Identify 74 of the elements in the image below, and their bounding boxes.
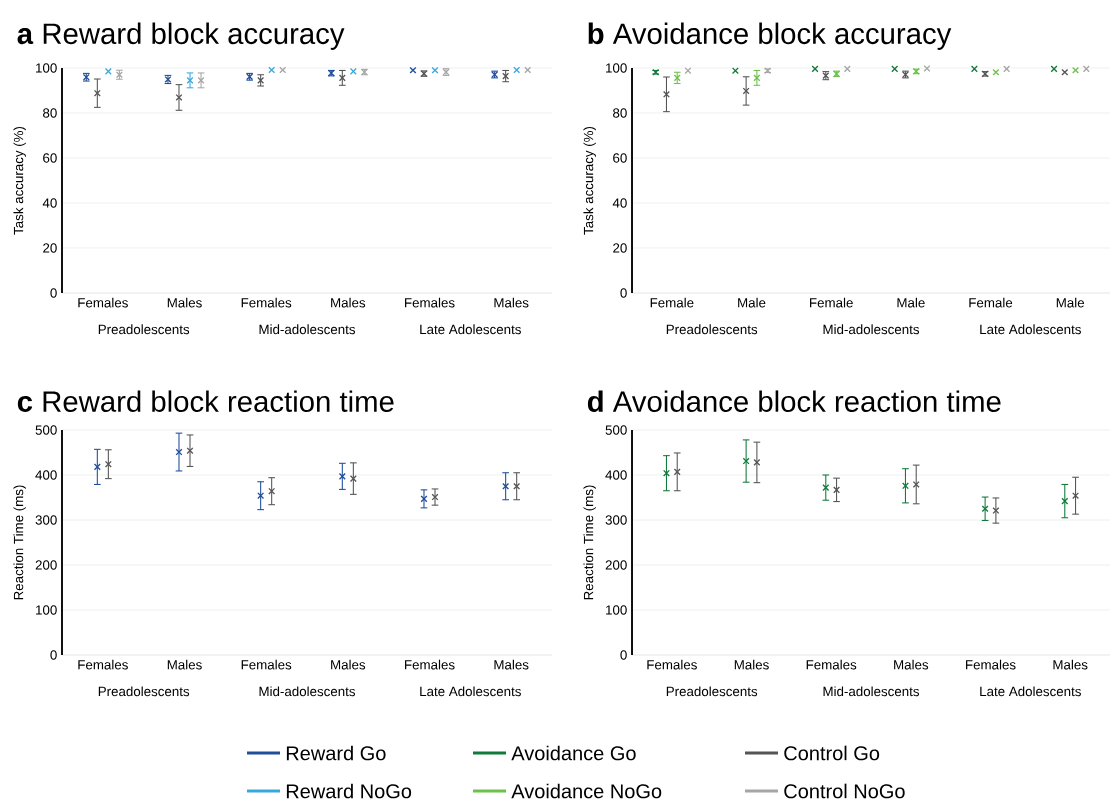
text: Mid-adolescents: [823, 324, 920, 335]
y-tick-label: 80: [43, 108, 57, 118]
y-tick-label: 20: [43, 243, 57, 253]
y-tick-label: 400: [605, 470, 627, 480]
y-tick-label: 500: [35, 425, 57, 435]
x-tick-label: Females: [241, 659, 292, 670]
text: Preadolescents: [666, 324, 758, 335]
x-tick-label: Females: [78, 659, 128, 670]
x-tick-label: Female: [810, 297, 853, 308]
y-tick-label: 200: [605, 560, 627, 570]
y-tick-label: 400: [35, 470, 57, 480]
x-tick-label: Females: [241, 297, 292, 308]
x-tick-label: Males: [494, 297, 529, 308]
text: Late Adolescents: [420, 686, 521, 697]
x-tick-label: Females: [405, 659, 455, 670]
x-tick-label: Male: [897, 297, 925, 308]
x-tick-label: Male: [1056, 297, 1085, 308]
y-tick-label: 0: [50, 288, 57, 298]
y-tick-label: 60: [43, 153, 57, 163]
y-tick-label: 300: [605, 515, 627, 525]
y-tick-label: 100: [606, 605, 627, 615]
x-tick-label: Males: [331, 297, 366, 308]
y-tick-label: 40: [612, 198, 627, 208]
y-axis-title: Reaction Time (ms): [13, 485, 26, 600]
x-tick-label: Males: [331, 659, 366, 670]
y-tick-label: 0: [620, 650, 627, 660]
x-tick-label: Males: [167, 297, 202, 308]
text: Mid-adolescents: [259, 324, 356, 335]
text: Preadolescents: [666, 686, 758, 697]
y-tick-label: 20: [613, 243, 627, 253]
y-tick-label: 300: [35, 515, 57, 525]
y-axis-title: Reaction Time (ms): [583, 485, 596, 600]
y-tick-label: 40: [42, 198, 57, 208]
x-tick-label: Female: [650, 297, 694, 308]
chart-title: b Avoidance block accuracy: [588, 22, 952, 50]
x-tick-label: Females: [405, 297, 455, 308]
y-tick-label: 0: [50, 650, 57, 660]
legend-label: Avoidance Go: [511, 745, 636, 761]
legend-label: Avoidance NoGo: [511, 783, 662, 799]
x-tick-label: Females: [78, 297, 128, 308]
x-tick-label: Males: [734, 659, 769, 670]
y-tick-label: 100: [606, 63, 627, 73]
x-tick-label: Males: [494, 659, 529, 670]
x-tick-label: Males: [1053, 659, 1088, 670]
y-tick-label: 500: [605, 425, 627, 435]
y-tick-label: 200: [35, 560, 57, 570]
x-tick-label: Males: [167, 659, 202, 670]
text: Late Adolescents: [980, 686, 1081, 697]
x-tick-label: Females: [806, 659, 857, 670]
y-tick-label: 100: [36, 63, 57, 73]
x-tick-label: Females: [647, 659, 697, 670]
text: Late Adolescents: [420, 324, 521, 335]
chart-title: a Reward block accuracy: [17, 22, 345, 50]
y-tick-label: 0: [620, 288, 627, 298]
text: Late Adolescents: [980, 324, 1081, 335]
chart-title: d Avoidance block reaction time: [587, 390, 1001, 412]
y-axis-title: Task accuracy (%): [13, 126, 26, 235]
y-tick-label: 80: [613, 108, 627, 118]
legend-label: Reward NoGo: [286, 783, 412, 799]
legend-label: Control Go: [784, 745, 880, 761]
x-tick-label: Females: [966, 659, 1016, 670]
x-tick-label: Female: [969, 297, 1013, 308]
x-tick-label: Males: [894, 659, 929, 670]
y-tick-label: 100: [36, 605, 57, 615]
y-axis-title: Task accuracy (%): [583, 126, 596, 235]
text: Preadolescents: [98, 686, 190, 697]
chart-title: c Reward block reaction time: [17, 390, 394, 412]
x-tick-label: Male: [738, 297, 766, 308]
y-tick-label: 60: [613, 153, 627, 163]
text: Preadolescents: [98, 324, 190, 335]
legend-label: Reward Go: [286, 745, 386, 761]
text: Mid-adolescents: [823, 686, 920, 697]
text: Mid-adolescents: [259, 686, 356, 697]
legend-label: Control NoGo: [784, 783, 905, 799]
